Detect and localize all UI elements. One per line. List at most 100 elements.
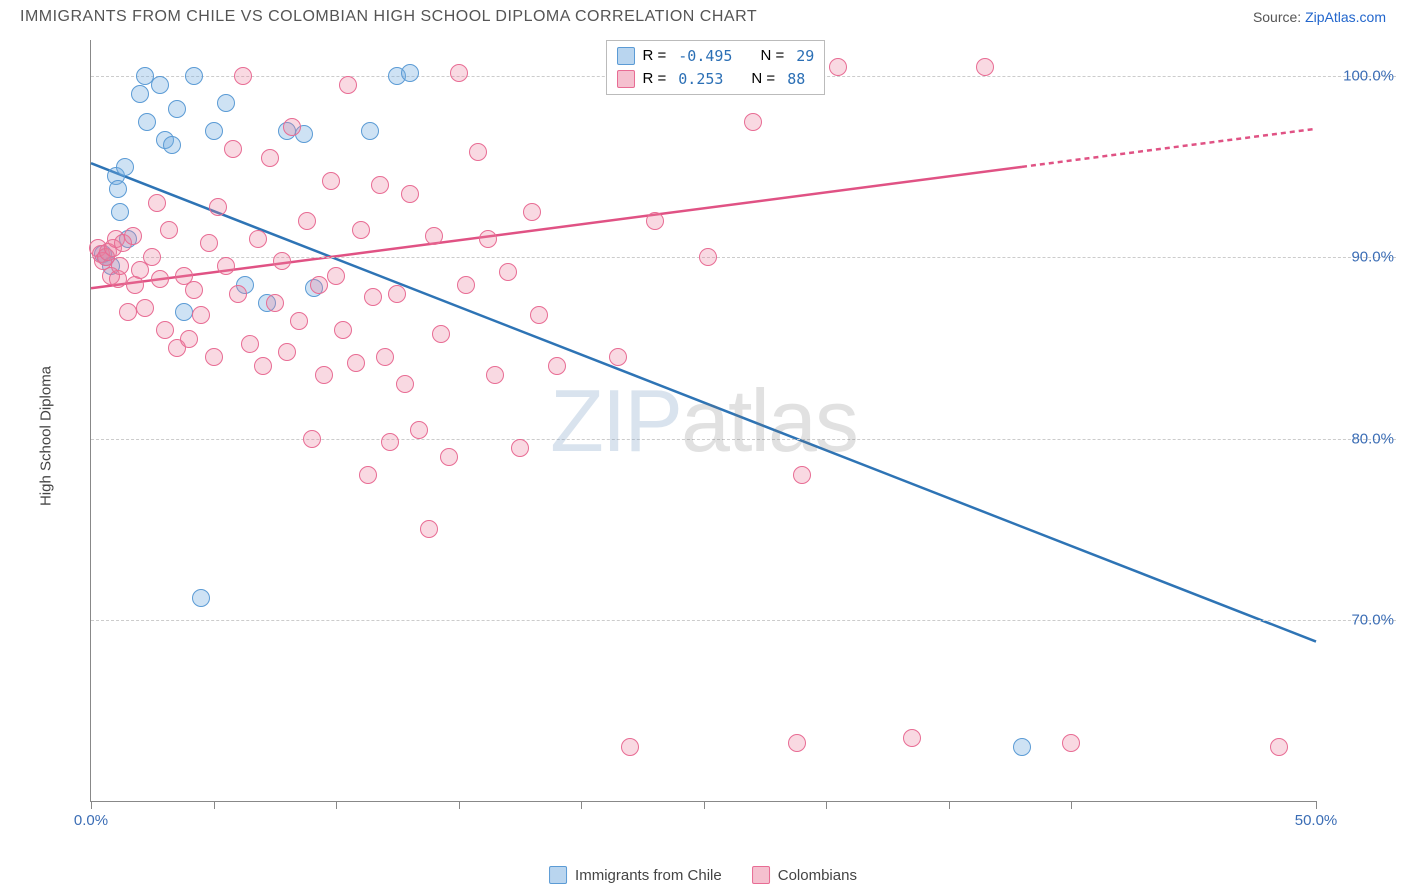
data-point [903,729,921,747]
trend-line [91,163,1316,641]
source-link[interactable]: ZipAtlas.com [1305,9,1386,25]
data-point [976,58,994,76]
data-point [151,270,169,288]
data-point [310,276,328,294]
data-point [254,357,272,375]
x-tick [826,801,827,809]
data-point [116,158,134,176]
data-point [388,285,406,303]
data-point [1270,738,1288,756]
x-tick [1316,801,1317,809]
legend-correlation-row: R =0.253N =88 [617,68,815,91]
data-point [364,288,382,306]
data-point [523,203,541,221]
data-point [124,227,142,245]
data-point [241,335,259,353]
data-point [136,299,154,317]
data-point [744,113,762,131]
y-axis-label: High School Diploma [38,366,55,506]
y-tick-label: 100.0% [1343,68,1394,85]
data-point [224,140,242,158]
plot-area: ZIPatlas R =-0.495N =29R =0.253N =88 70.… [90,40,1316,802]
legend-r-label: R = [643,68,667,91]
data-point [192,589,210,607]
gridline-h [91,620,1396,621]
data-point [440,448,458,466]
data-point [609,348,627,366]
data-point [486,366,504,384]
data-point [376,348,394,366]
data-point [303,430,321,448]
legend-swatch [752,866,770,884]
data-point [143,248,161,266]
legend-swatch [617,70,635,88]
data-point [371,176,389,194]
data-point [249,230,267,248]
chart-title: IMMIGRANTS FROM CHILE VS COLOMBIAN HIGH … [20,8,757,26]
data-point [156,321,174,339]
data-point [315,366,333,384]
data-point [401,64,419,82]
data-point [138,113,156,131]
data-point [401,185,419,203]
legend-swatch [549,866,567,884]
data-point [163,136,181,154]
data-point [119,303,137,321]
data-point [420,520,438,538]
data-point [261,149,279,167]
data-point [499,263,517,281]
data-point [175,303,193,321]
data-point [148,194,166,212]
data-point [283,118,301,136]
data-point [217,94,235,112]
data-point [290,312,308,330]
x-tick [214,801,215,809]
data-point [1013,738,1031,756]
x-tick [91,801,92,809]
legend-series-name: Colombians [778,867,857,884]
x-tick [581,801,582,809]
source-label: Source: [1253,9,1301,25]
data-point [432,325,450,343]
legend-r-value: 0.253 [678,68,723,91]
data-point [168,100,186,118]
data-point [347,354,365,372]
chart-container: High School Diploma ZIPatlas R =-0.495N … [60,40,1316,832]
data-point [361,122,379,140]
legend-series-item: Colombians [752,866,857,884]
data-point [1062,734,1080,752]
data-point [151,76,169,94]
x-tick-label: 0.0% [74,812,108,829]
data-point [788,734,806,752]
correlation-legend: R =-0.495N =29R =0.253N =88 [606,40,826,95]
x-tick [949,801,950,809]
data-point [209,198,227,216]
data-point [339,76,357,94]
series-legend: Immigrants from ChileColombians [549,866,857,884]
data-point [185,67,203,85]
data-point [205,348,223,366]
data-point [381,433,399,451]
data-point [131,85,149,103]
y-tick-label: 90.0% [1351,249,1394,266]
x-tick [459,801,460,809]
y-tick-label: 80.0% [1351,430,1394,447]
data-point [180,330,198,348]
data-point [479,230,497,248]
data-point [359,466,377,484]
data-point [229,285,247,303]
data-point [160,221,178,239]
data-point [266,294,284,312]
data-point [548,357,566,375]
data-point [327,267,345,285]
data-point [469,143,487,161]
source-attribution: Source: ZipAtlas.com [1253,9,1386,25]
data-point [425,227,443,245]
data-point [278,343,296,361]
legend-swatch [617,47,635,65]
data-point [111,203,129,221]
legend-n-value: 29 [796,45,814,68]
data-point [192,306,210,324]
data-point [234,67,252,85]
legend-n-label: N = [751,68,775,91]
